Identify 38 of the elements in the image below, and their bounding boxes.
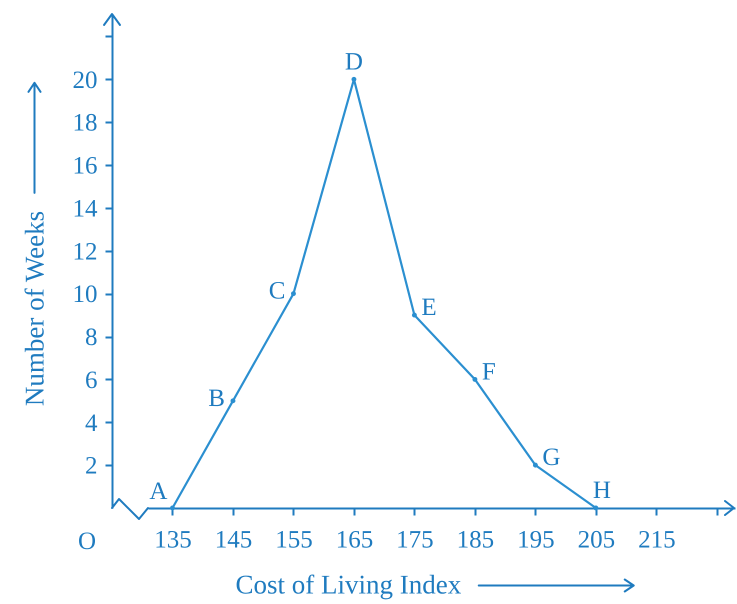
x-tick-label: 145 xyxy=(214,526,252,554)
x-tick-label: 165 xyxy=(336,526,374,554)
x-tick-label: 135 xyxy=(154,526,192,554)
text: O xyxy=(78,528,96,555)
x-tick-label: 175 xyxy=(396,526,434,554)
point xyxy=(351,76,356,82)
y-tick-label: 4 xyxy=(85,410,98,437)
annotation: C xyxy=(268,278,286,305)
annotation: D xyxy=(344,48,363,76)
annotation: G xyxy=(542,444,560,472)
y-tick-label: 10 xyxy=(72,281,98,308)
x-axis-title: Cost of Living Index xyxy=(236,570,462,600)
annotation: E xyxy=(421,294,437,322)
x-tick-label: 185 xyxy=(456,526,494,554)
point xyxy=(472,376,478,382)
y-tick-label: 14 xyxy=(72,195,98,222)
annotation: B xyxy=(208,384,225,412)
y-tick-label: 16 xyxy=(72,152,98,180)
y-tick-label: 8 xyxy=(85,324,98,352)
x-tick-label: 155 xyxy=(275,526,313,554)
y-tick-label: 2 xyxy=(85,452,98,480)
point xyxy=(532,462,538,468)
point xyxy=(593,506,598,510)
point xyxy=(412,312,417,318)
x-tick-label: 205 xyxy=(578,526,616,554)
x-tick-label: 215 xyxy=(638,526,676,554)
annotation: F xyxy=(482,358,496,386)
annotation: A xyxy=(149,478,168,505)
y-tick-label: 18 xyxy=(72,110,98,137)
y-tick-label: 6 xyxy=(85,366,98,394)
point xyxy=(291,291,296,296)
y-axis-title: Number of Weeks xyxy=(20,210,50,406)
annotation: H xyxy=(592,477,611,504)
y-tick-label: 20 xyxy=(72,66,98,94)
x-tick-label: 195 xyxy=(517,526,555,554)
y-tick-label: 12 xyxy=(72,238,98,266)
point xyxy=(230,398,236,404)
point xyxy=(170,506,175,510)
